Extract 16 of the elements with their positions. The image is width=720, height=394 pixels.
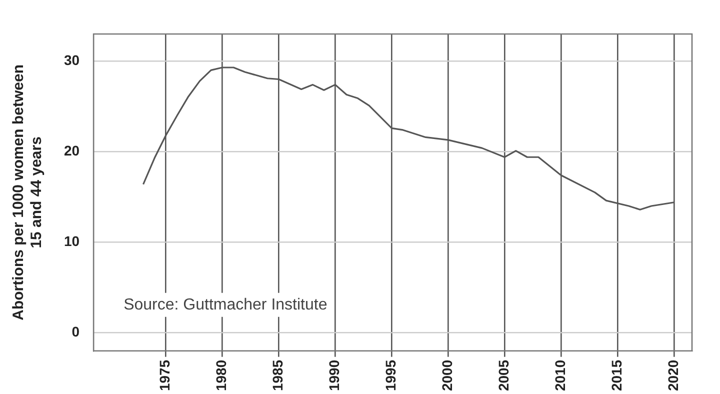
- y-tick-label: 0: [72, 324, 80, 340]
- x-tick-label: 2020: [664, 360, 681, 392]
- y-tick-label: 10: [64, 233, 80, 250]
- y-tick-label: 20: [64, 142, 80, 159]
- x-tick-label: 2010: [552, 360, 568, 392]
- x-tick-label: 2015: [608, 360, 624, 392]
- x-tick-label: 1985: [270, 360, 286, 392]
- x-tick-label: 1980: [213, 360, 230, 392]
- y-axis-title: Abortions per 1000 women between 15 and 44 years: [10, 64, 46, 320]
- y-tick-label: 30: [64, 52, 80, 68]
- x-tick-label: 2000: [438, 360, 455, 392]
- x-tick-label: 2005: [495, 360, 512, 392]
- x-tick-label: 1995: [382, 360, 399, 392]
- annotation: Source: Guttmacher Institute: [124, 296, 328, 314]
- x-tick-label: 1975: [156, 360, 173, 392]
- x-tick-label: 1990: [326, 360, 342, 392]
